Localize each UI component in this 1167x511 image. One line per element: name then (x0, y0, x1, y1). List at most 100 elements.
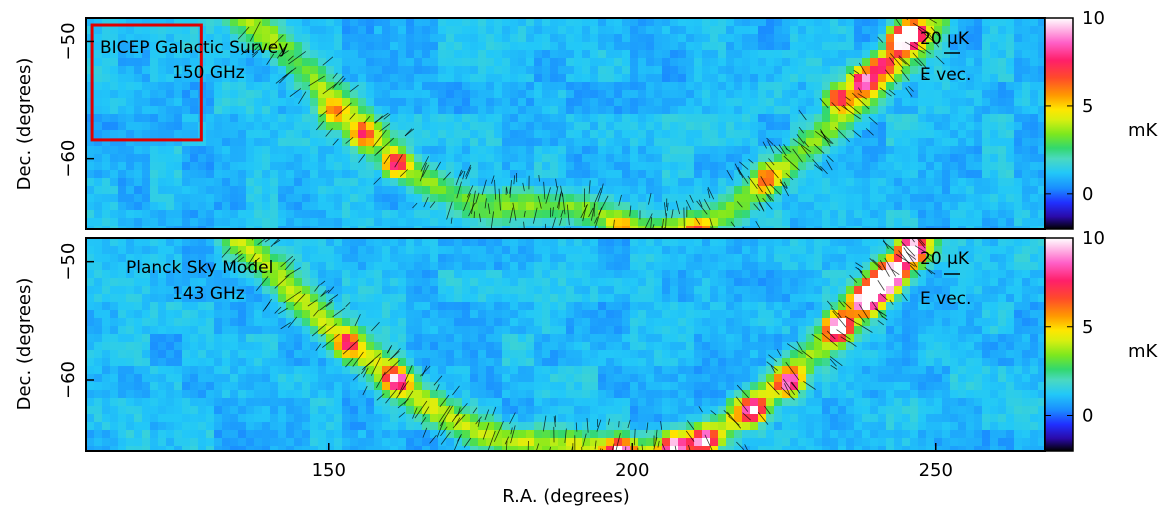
heatmap-cell (686, 162, 695, 171)
heatmap-cell (942, 146, 951, 155)
heatmap-cell (1038, 122, 1045, 131)
heatmap-cell (694, 326, 703, 335)
heatmap-cell (1030, 202, 1039, 211)
heatmap-cell (646, 194, 655, 203)
heatmap-cell (326, 318, 335, 327)
heatmap-cell (910, 162, 919, 171)
heatmap-cell (326, 238, 335, 247)
heatmap-cell (630, 302, 639, 311)
heatmap-cell (398, 138, 407, 147)
heatmap-cell (758, 210, 767, 219)
heatmap-cell (918, 286, 927, 295)
heatmap-cell (974, 138, 983, 147)
heatmap-cell (422, 146, 431, 155)
heatmap-cell (198, 278, 207, 287)
heatmap-cell (502, 26, 511, 35)
heatmap-cell (734, 318, 743, 327)
heatmap-cell (814, 18, 823, 27)
heatmap-cell (414, 106, 423, 115)
heatmap-cell (230, 26, 239, 35)
heatmap-cell (374, 58, 383, 67)
polarization-vector (491, 175, 495, 184)
heatmap-cell (334, 210, 343, 219)
heatmap-cell (430, 278, 439, 287)
heatmap-cell (710, 270, 719, 279)
heatmap-cell (142, 122, 151, 131)
heatmap-cell (862, 186, 871, 195)
heatmap-cell (838, 310, 847, 319)
heatmap-cell (990, 262, 999, 271)
heatmap-cell (382, 66, 391, 75)
heatmap-cell (310, 106, 319, 115)
heatmap-cell (766, 186, 775, 195)
heatmap-cell (998, 302, 1007, 311)
heatmap-cell (198, 154, 207, 163)
heatmap-cell (206, 186, 215, 195)
heatmap-cell (174, 310, 183, 319)
heatmap-cell (814, 114, 823, 123)
heatmap-cell (870, 262, 879, 271)
heatmap-cell (830, 318, 839, 327)
heatmap-cell (750, 82, 759, 91)
heatmap-cell (910, 106, 919, 115)
heatmap-cell (262, 98, 271, 107)
heatmap-cell (438, 146, 447, 155)
heatmap-cell (470, 162, 479, 171)
heatmap-cell (718, 18, 727, 27)
heatmap-cell (326, 226, 335, 229)
heatmap-cell (950, 194, 959, 203)
heatmap-cell (414, 246, 423, 255)
heatmap-cell (542, 278, 551, 287)
heatmap-cell (214, 194, 223, 203)
heatmap-cell (222, 194, 231, 203)
heatmap-cell (246, 218, 255, 227)
heatmap-cell (494, 98, 503, 107)
heatmap-cell (638, 294, 647, 303)
heatmap-cell (974, 186, 983, 195)
heatmap-cell (750, 98, 759, 107)
heatmap-cell (822, 34, 831, 43)
heatmap-cell (158, 50, 167, 59)
heatmap-cell (334, 238, 343, 247)
heatmap-cell (678, 18, 687, 27)
heatmap-cell (806, 26, 815, 35)
heatmap-cell (134, 178, 143, 187)
heatmap-cell (286, 98, 295, 107)
heatmap-cell (206, 302, 215, 311)
heatmap-cell (894, 218, 903, 227)
heatmap-cell (702, 42, 711, 51)
heatmap-cell (382, 130, 391, 139)
heatmap-cell (942, 202, 951, 211)
heatmap-cell (126, 26, 135, 35)
heatmap-cell (510, 58, 519, 67)
heatmap-cell (726, 98, 735, 107)
heatmap-cell (350, 318, 359, 327)
heatmap-cell (446, 202, 455, 211)
heatmap-cell (638, 50, 647, 59)
heatmap-cell (598, 302, 607, 311)
heatmap-cell (942, 18, 951, 27)
heatmap-cell (830, 162, 839, 171)
heatmap-cell (534, 246, 543, 255)
heatmap-cell (462, 318, 471, 327)
heatmap-cell (166, 210, 175, 219)
heatmap-cell (678, 178, 687, 187)
heatmap-cell (750, 326, 759, 335)
heatmap-cell (782, 162, 791, 171)
heatmap-cell (966, 286, 975, 295)
heatmap-cell (694, 26, 703, 35)
heatmap-cell (1022, 26, 1031, 35)
heatmap-cell (1038, 130, 1045, 139)
heatmap-cell (574, 202, 583, 211)
heatmap-cell (638, 246, 647, 255)
heatmap-cell (326, 26, 335, 35)
heatmap-cell (758, 66, 767, 75)
heatmap-cell (94, 82, 103, 91)
heatmap-cell (166, 130, 175, 139)
heatmap-cell (678, 42, 687, 51)
polarization-vector (465, 164, 472, 177)
heatmap-cell (150, 286, 159, 295)
heatmap-cell (902, 82, 911, 91)
heatmap-cell (870, 254, 879, 263)
heatmap-cell (550, 26, 559, 35)
